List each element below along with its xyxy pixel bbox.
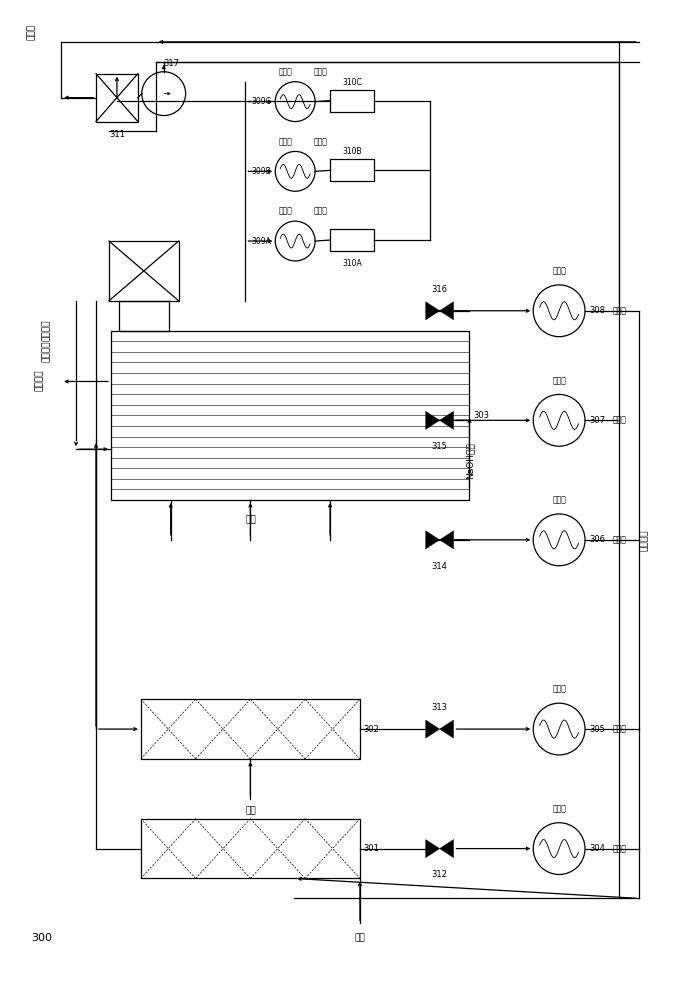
- Bar: [141, 699, 360, 759]
- Text: 酸性气体: 酸性气体: [42, 320, 51, 341]
- Text: 315: 315: [431, 442, 447, 451]
- Polygon shape: [426, 840, 440, 858]
- Bar: [330, 229, 374, 251]
- Text: 310C: 310C: [342, 78, 362, 87]
- Text: 剩余氨水: 剩余氨水: [35, 370, 44, 391]
- Text: 冷却水: 冷却水: [279, 207, 292, 216]
- Text: 冷却水: 冷却水: [552, 266, 566, 275]
- Text: 冷却水: 冷却水: [613, 416, 627, 425]
- Text: 冷却水: 冷却水: [552, 685, 566, 694]
- Text: 冷却水: 冷却水: [613, 725, 627, 734]
- Polygon shape: [440, 840, 453, 858]
- Text: 311: 311: [109, 130, 125, 139]
- Text: 302: 302: [363, 725, 379, 734]
- Text: 冷却水: 冷却水: [313, 207, 327, 216]
- Polygon shape: [426, 302, 440, 320]
- Text: 309C: 309C: [251, 97, 271, 106]
- Text: 300: 300: [32, 933, 52, 943]
- Polygon shape: [440, 531, 453, 549]
- Text: 309A: 309A: [251, 237, 271, 246]
- Polygon shape: [440, 720, 453, 738]
- Bar: [109, 241, 178, 301]
- Polygon shape: [440, 411, 453, 429]
- Text: 冷却水: 冷却水: [552, 804, 566, 813]
- Polygon shape: [426, 411, 440, 429]
- Text: 313: 313: [431, 703, 447, 712]
- Text: 310B: 310B: [342, 147, 362, 156]
- Bar: [96, 74, 138, 122]
- Text: 冷却水: 冷却水: [613, 306, 627, 315]
- Bar: [119, 301, 169, 331]
- Text: 317: 317: [164, 59, 180, 68]
- Polygon shape: [426, 531, 440, 549]
- Polygon shape: [426, 720, 440, 738]
- Text: 酸性气体: 酸性气体: [42, 341, 51, 362]
- Text: 蒸汽: 蒸汽: [245, 515, 256, 524]
- Text: 312: 312: [431, 870, 447, 879]
- Bar: [330, 90, 374, 112]
- Text: 306: 306: [589, 535, 605, 544]
- Text: 冷却水: 冷却水: [313, 137, 327, 146]
- Text: 303: 303: [473, 411, 490, 420]
- Text: 冷却水: 冷却水: [313, 67, 327, 76]
- Text: 301: 301: [363, 844, 379, 853]
- Bar: [111, 331, 469, 500]
- Text: NaOH溶液: NaOH溶液: [465, 442, 474, 479]
- Text: 307: 307: [589, 416, 605, 425]
- Bar: [330, 159, 374, 181]
- Text: 无水氨: 无水氨: [27, 24, 36, 40]
- Text: 煤气: 煤气: [245, 806, 256, 815]
- Text: 314: 314: [431, 562, 447, 571]
- Text: 308: 308: [589, 306, 605, 315]
- Text: 304: 304: [589, 844, 605, 853]
- Text: 蒸氨废水: 蒸氨废水: [640, 529, 649, 551]
- Text: 冷却水: 冷却水: [552, 376, 566, 385]
- Text: 316: 316: [431, 285, 447, 294]
- Text: 305: 305: [589, 725, 605, 734]
- Text: 冷却水: 冷却水: [279, 137, 292, 146]
- Text: 煤气: 煤气: [355, 934, 366, 943]
- Text: 冷却水: 冷却水: [552, 495, 566, 504]
- Polygon shape: [440, 302, 453, 320]
- Text: 309B: 309B: [252, 167, 271, 176]
- Bar: [141, 819, 360, 878]
- Text: 冷却水: 冷却水: [613, 844, 627, 853]
- Text: 冷却水: 冷却水: [279, 67, 292, 76]
- Text: 310A: 310A: [342, 259, 362, 268]
- Text: 冷却水: 冷却水: [613, 535, 627, 544]
